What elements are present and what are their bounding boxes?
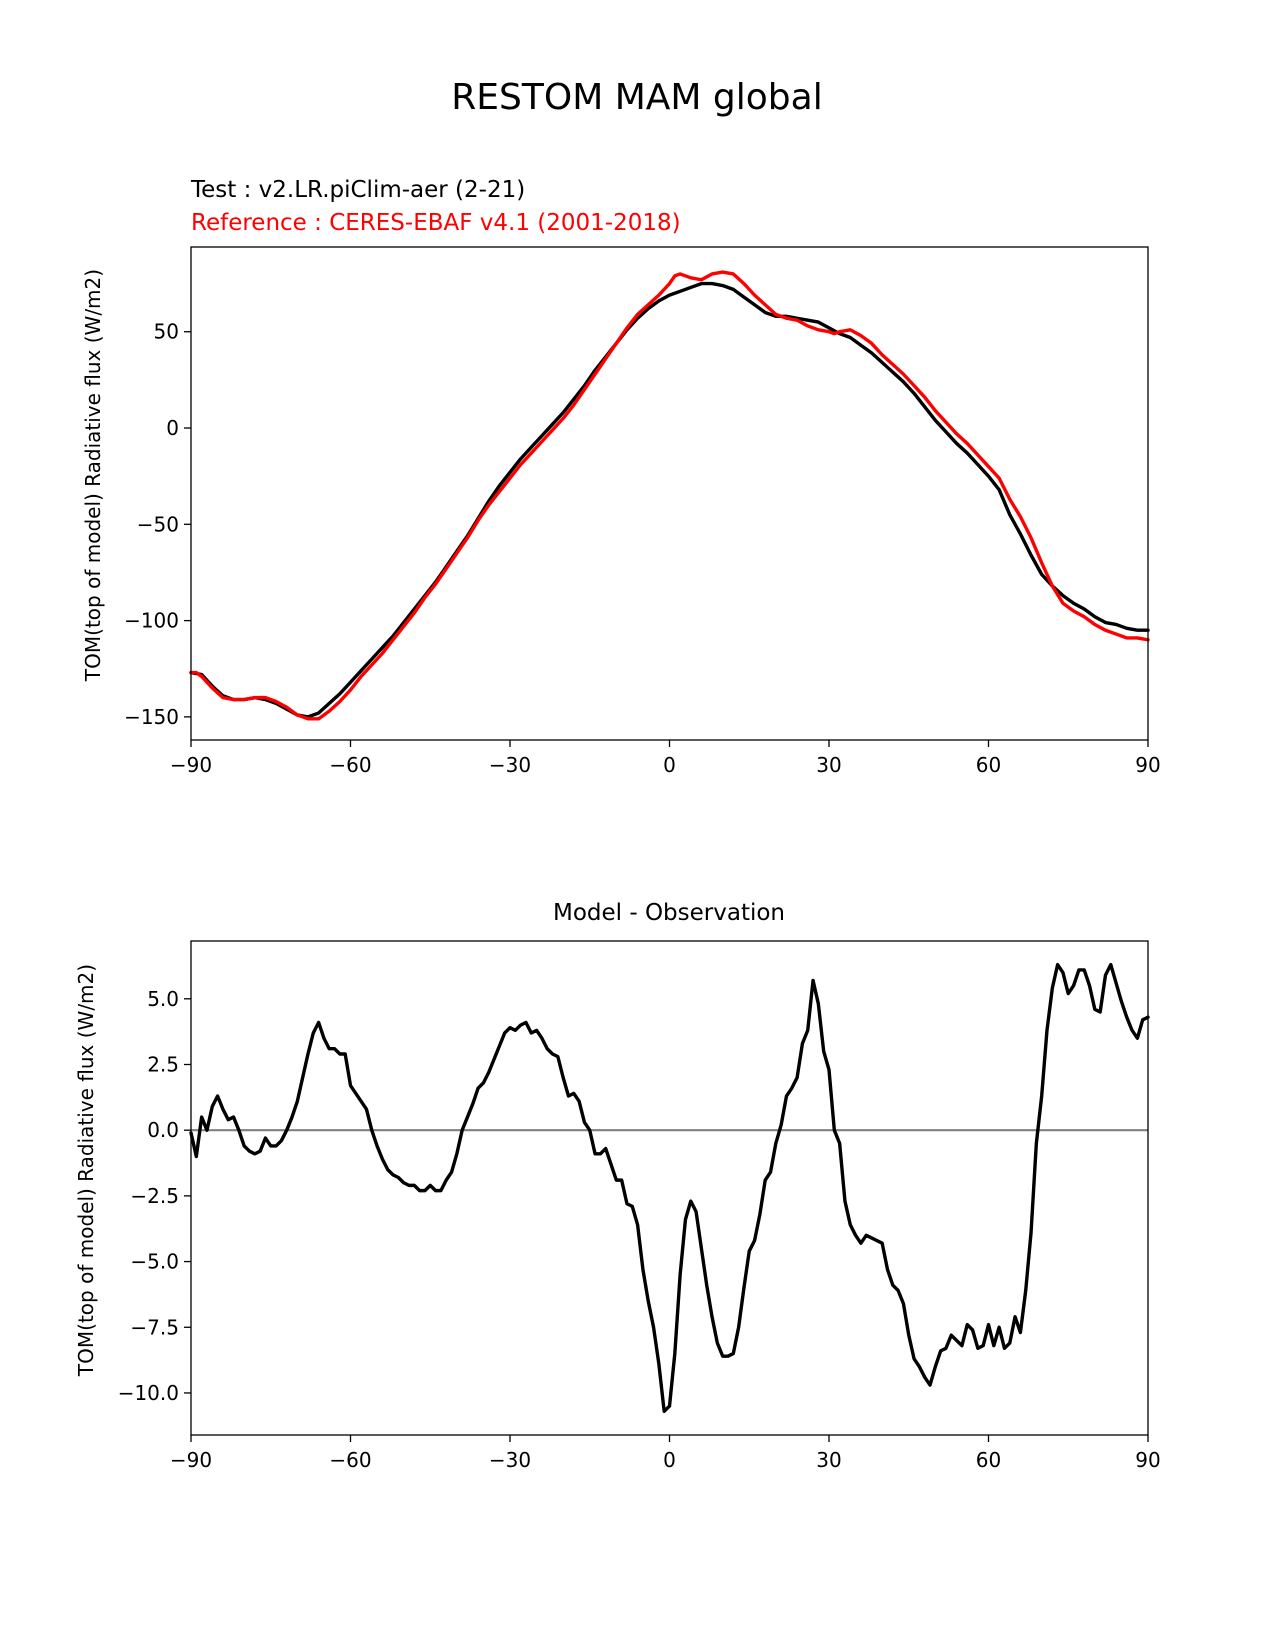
difference-series-line <box>189 962 1150 1414</box>
x-tick-label: −60 <box>329 753 371 777</box>
test-series-line <box>189 281 1150 719</box>
y-tick-label: 5.0 <box>147 987 179 1011</box>
y-tick-label: −2.5 <box>130 1184 179 1208</box>
bottom-panel: Model - Observation TOM(top of model) Ra… <box>74 900 1161 1472</box>
y-tick-label: 50 <box>154 320 179 344</box>
x-tick-label: 30 <box>816 753 841 777</box>
x-tick-label: 90 <box>1135 753 1160 777</box>
x-tick-label: 90 <box>1135 1448 1160 1472</box>
x-tick-label: 60 <box>976 753 1001 777</box>
y-tick-label: −50 <box>137 512 179 536</box>
x-tick-label: 30 <box>816 1448 841 1472</box>
x-tick-label: 60 <box>976 1448 1001 1472</box>
top-panel: Test : v2.LR.piClim-aer (2-21) Reference… <box>81 177 1161 777</box>
reference-series-line <box>189 270 1150 721</box>
bottom-chart-title: Model - Observation <box>553 900 785 926</box>
y-tick-label: 0.0 <box>147 1118 179 1142</box>
y-tick-label: 2.5 <box>147 1053 179 1077</box>
x-tick-label: −90 <box>170 1448 212 1472</box>
y-tick-label: −7.5 <box>130 1315 179 1339</box>
x-tick-label: −30 <box>489 753 531 777</box>
y-tick-label: −10.0 <box>118 1381 179 1405</box>
figure-title: RESTOM MAM global <box>451 77 822 118</box>
x-tick-label: 0 <box>663 1448 676 1472</box>
y-tick-label: −100 <box>124 609 179 633</box>
x-tick-label: −90 <box>170 753 212 777</box>
x-tick-label: −60 <box>329 1448 371 1472</box>
top-plot-area: −90 −60 −30 0 30 60 90 50 0 −50 −100 −150 <box>124 246 1161 777</box>
y-tick-label: −150 <box>124 705 179 729</box>
bottom-y-axis-label: TOM(top of model) Radiative flux (W/m2) <box>74 964 98 1377</box>
y-tick-label: −5.0 <box>130 1250 179 1274</box>
bottom-plot-area: −90 −60 −30 0 30 60 90 5.0 2.5 0.0 −2.5 −5.0 −7.5 −10… <box>118 940 1161 1472</box>
x-tick-label: −30 <box>489 1448 531 1472</box>
top-y-axis-label: TOM(top of model) Radiative flux (W/m2) <box>81 269 105 682</box>
reference-dataset-label: Reference : CERES-EBAF v4.1 (2001-2018) <box>191 210 681 236</box>
test-dataset-label: Test : v2.LR.piClim-aer (2-21) <box>190 177 525 203</box>
x-tick-label: 0 <box>663 753 676 777</box>
y-tick-label: 0 <box>166 416 179 440</box>
